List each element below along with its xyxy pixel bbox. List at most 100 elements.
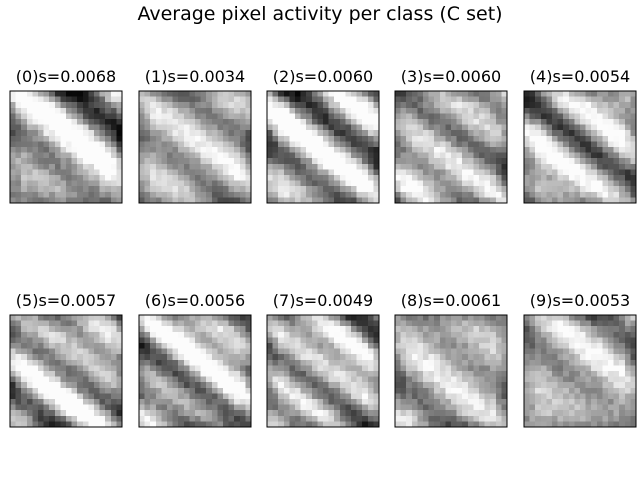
pixel-cell <box>172 421 179 428</box>
pixel-cell <box>54 371 61 377</box>
pixel-cell <box>423 393 429 400</box>
pixel-cell <box>323 326 329 333</box>
pixel-cell <box>116 421 123 428</box>
pixel-cell <box>195 404 201 411</box>
pixel-cell <box>150 102 157 109</box>
pixel-cell <box>189 119 196 125</box>
pixel-cell <box>66 415 72 422</box>
pixel-cell <box>535 163 542 170</box>
pixel-cell <box>362 107 369 114</box>
pixel-cell <box>167 326 173 333</box>
pixel-cell <box>49 197 56 204</box>
pixel-cell <box>540 119 547 125</box>
pixel-cell <box>630 365 637 372</box>
pixel-cell <box>295 107 301 114</box>
pixel-cell <box>183 376 190 383</box>
pixel-cell <box>540 343 547 349</box>
pixel-cell <box>563 175 570 181</box>
pixel-cell <box>245 365 252 372</box>
pixel-cell <box>239 393 246 400</box>
pixel-cell <box>49 337 56 344</box>
pixel-cell <box>161 186 168 193</box>
pixel-cell <box>105 91 112 97</box>
pixel-cell <box>563 113 570 120</box>
pixel-cell <box>239 320 246 327</box>
pixel-cell <box>105 180 112 187</box>
pixel-cell <box>206 343 213 349</box>
pixel-cell <box>116 331 123 338</box>
pixel-cell <box>467 382 474 389</box>
pixel-cell <box>395 320 401 327</box>
pixel-cell <box>172 191 179 198</box>
pixel-cell <box>289 376 296 383</box>
pixel-cell <box>585 410 592 417</box>
pixel-cell <box>311 387 318 394</box>
pixel-cell <box>150 415 157 422</box>
pixel-cell <box>613 331 620 338</box>
pixel-cell <box>54 119 61 125</box>
pixel-cell <box>411 141 418 148</box>
pixel-cell <box>473 180 480 187</box>
pixel-cell <box>552 348 558 355</box>
pixel-cell <box>484 404 491 411</box>
pixel-cell <box>568 119 575 125</box>
pixel-cell <box>99 102 106 109</box>
pixel-cell <box>467 326 474 333</box>
pixel-cell <box>624 197 631 204</box>
pixel-cell <box>317 387 324 394</box>
pixel-cell <box>479 399 485 405</box>
pixel-cell <box>144 113 151 120</box>
pixel-cell <box>172 91 179 97</box>
pixel-cell <box>54 91 61 97</box>
pixel-cell <box>10 135 16 142</box>
panel-9: (9)s=0.0053 <box>523 291 637 428</box>
pixel-cell <box>473 337 480 344</box>
pixel-cell <box>295 102 301 109</box>
pixel-cell <box>155 387 162 394</box>
panel-grid: (0)s=0.0068 (1)s=0.0034 (2)s=0.0060 (3)s=0.… <box>9 67 637 428</box>
pixel-cell <box>300 376 307 383</box>
pixel-cell <box>428 135 435 142</box>
pixel-cell <box>32 113 39 120</box>
pixel-cell <box>139 102 145 109</box>
pixel-cell <box>563 343 570 349</box>
pixel-cell <box>110 175 117 181</box>
pixel-cell <box>306 141 313 148</box>
pixel-cell <box>15 348 22 355</box>
pixel-cell <box>495 343 502 349</box>
pixel-cell <box>15 135 22 142</box>
pixel-cell <box>439 387 446 394</box>
pixel-cell <box>596 158 603 165</box>
pixel-cell <box>88 337 95 344</box>
pixel-cell <box>300 399 307 405</box>
pixel-cell <box>144 102 151 109</box>
pixel-cell <box>82 415 89 422</box>
pixel-cell <box>60 158 67 165</box>
pixel-cell <box>400 191 407 198</box>
pixel-cell <box>77 343 84 349</box>
pixel-cell <box>608 359 614 366</box>
pixel-cell <box>183 404 190 411</box>
pixel-cell <box>311 331 318 338</box>
pixel-cell <box>116 410 123 417</box>
pixel-cell <box>105 141 112 148</box>
pixel-cell <box>267 197 273 204</box>
pixel-cell <box>546 410 553 417</box>
pixel-cell <box>144 410 151 417</box>
pixel-cell <box>43 191 50 198</box>
pixel-cell <box>60 152 67 159</box>
pixel-cell <box>524 124 530 131</box>
pixel-cell <box>21 169 28 176</box>
pixel-cell <box>585 91 592 97</box>
pixel-cell <box>172 415 179 422</box>
pixel-cell <box>439 119 446 125</box>
pixel-cell <box>21 365 28 372</box>
pixel-cell <box>60 91 67 97</box>
pixel-cell <box>395 399 401 405</box>
pixel-cell <box>367 119 374 125</box>
pixel-cell <box>139 191 145 198</box>
pixel-cell <box>591 113 598 120</box>
pixel-cell <box>439 320 446 327</box>
pixel-cell <box>49 393 56 400</box>
pixel-cell <box>26 326 33 333</box>
